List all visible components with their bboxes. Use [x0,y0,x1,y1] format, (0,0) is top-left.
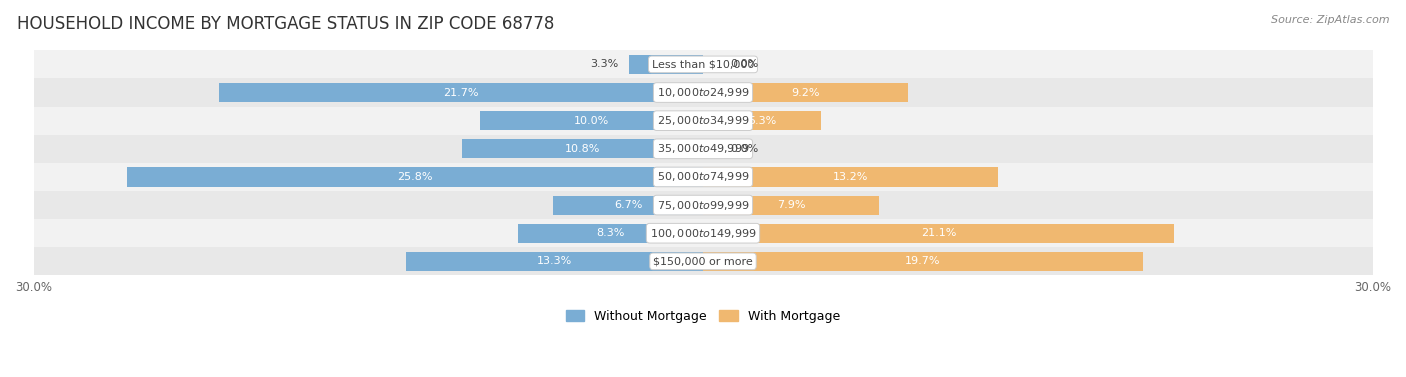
Text: $10,000 to $24,999: $10,000 to $24,999 [657,86,749,99]
Bar [34,78,1372,107]
Text: $100,000 to $149,999: $100,000 to $149,999 [650,227,756,240]
Bar [630,55,703,74]
Text: $150,000 or more: $150,000 or more [654,256,752,267]
Text: 19.7%: 19.7% [905,256,941,267]
Bar [463,139,703,158]
Text: 25.8%: 25.8% [398,172,433,182]
Bar [703,196,879,215]
Bar [479,111,703,130]
Text: 0.0%: 0.0% [730,144,758,154]
Text: 10.0%: 10.0% [574,116,609,126]
Bar [517,224,703,243]
Bar [34,51,1372,78]
Bar [34,191,1372,219]
Text: 21.7%: 21.7% [443,87,478,98]
Text: 5.3%: 5.3% [748,116,776,126]
Bar [406,252,703,271]
Text: Less than $10,000: Less than $10,000 [652,60,754,69]
Text: 7.9%: 7.9% [778,200,806,210]
Text: 8.3%: 8.3% [596,228,624,238]
Bar [34,163,1372,191]
Bar [703,111,821,130]
Text: $25,000 to $34,999: $25,000 to $34,999 [657,114,749,127]
Bar [34,107,1372,135]
Text: $35,000 to $49,999: $35,000 to $49,999 [657,142,749,155]
Text: HOUSEHOLD INCOME BY MORTGAGE STATUS IN ZIP CODE 68778: HOUSEHOLD INCOME BY MORTGAGE STATUS IN Z… [17,15,554,33]
Text: Source: ZipAtlas.com: Source: ZipAtlas.com [1271,15,1389,25]
Bar [703,224,1174,243]
Text: 9.2%: 9.2% [792,87,820,98]
Text: 13.3%: 13.3% [537,256,572,267]
Bar [34,219,1372,247]
Text: 3.3%: 3.3% [591,60,619,69]
Bar [703,167,998,187]
Text: 13.2%: 13.2% [832,172,868,182]
Legend: Without Mortgage, With Mortgage: Without Mortgage, With Mortgage [561,305,845,328]
Bar [34,247,1372,276]
Text: $75,000 to $99,999: $75,000 to $99,999 [657,199,749,211]
Bar [703,252,1143,271]
Text: 21.1%: 21.1% [921,228,956,238]
Bar [34,135,1372,163]
Bar [703,83,908,102]
Text: $50,000 to $74,999: $50,000 to $74,999 [657,170,749,184]
Text: 6.7%: 6.7% [614,200,643,210]
Bar [219,83,703,102]
Bar [554,196,703,215]
Bar [127,167,703,187]
Text: 0.0%: 0.0% [730,60,758,69]
Text: 10.8%: 10.8% [565,144,600,154]
